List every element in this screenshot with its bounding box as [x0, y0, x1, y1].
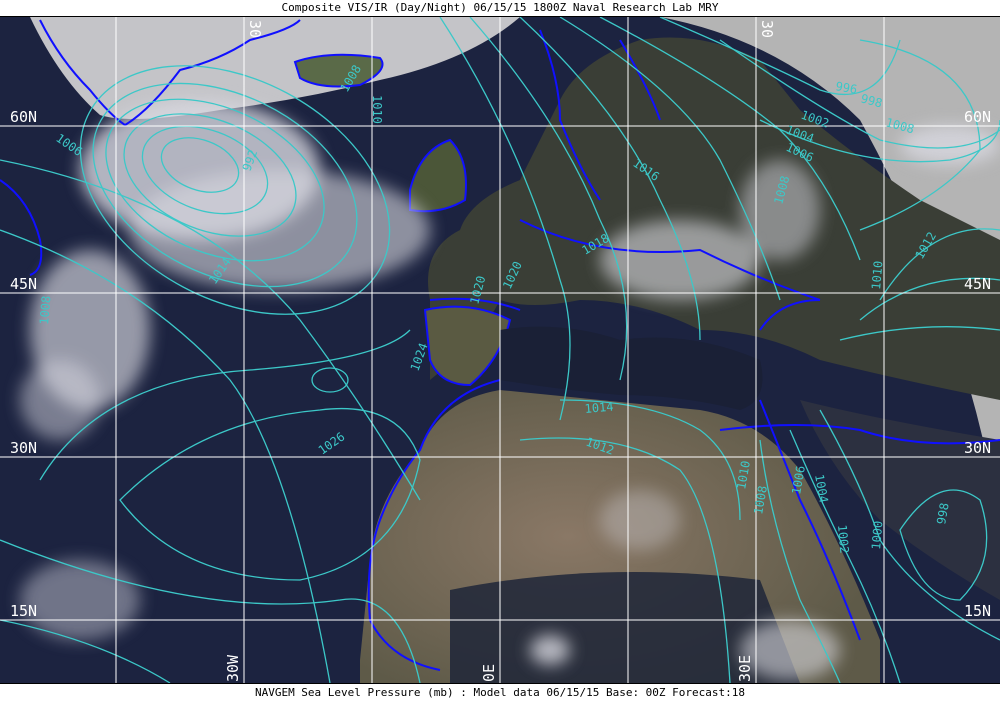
coastlines [0, 19, 1000, 671]
lat-label-15n-left: 15N [10, 602, 37, 620]
iceland [293, 53, 384, 88]
lon-label-top-30e: 30 [758, 20, 776, 38]
contour-label: 1010 [734, 460, 753, 491]
lat-label-45n-right: 45N [964, 275, 991, 293]
image-caption: NAVGEM Sea Level Pressure (mb) : Model d… [0, 683, 1000, 701]
mediterranean-sea [500, 326, 763, 410]
lon-label-top-30w: 30 [246, 20, 264, 38]
lon-label-30w: 30W [224, 654, 242, 682]
graticule [0, 17, 1000, 683]
lat-label-30n-right: 30N [964, 439, 991, 457]
contour-label: 996 [834, 79, 858, 97]
lon-label-0e: 0E [480, 664, 498, 682]
contour-label: 998 [859, 91, 884, 110]
contour-label: 1004 [812, 473, 831, 504]
lat-label-45n-left: 45N [10, 275, 37, 293]
lat-label-60n-left: 60N [10, 108, 37, 126]
contour-label: 1010 [869, 260, 885, 290]
contour-label: 1010 [370, 95, 384, 124]
lat-label-60n-right: 60N [964, 108, 991, 126]
contour-label: 998 [934, 502, 952, 526]
british-isles [409, 138, 467, 213]
contour-label: 1008 [751, 485, 770, 516]
lon-label-30e: 30E [736, 655, 754, 682]
contour-label: 992 [240, 148, 261, 173]
contour-label: 1014 [584, 400, 614, 416]
greenland [30, 17, 520, 119]
arabia [800, 400, 1000, 600]
europe-land [428, 37, 1000, 400]
contour-label: 1008 [37, 295, 53, 325]
lat-label-15n-right: 15N [964, 602, 991, 620]
lat-label-30n-left: 30N [10, 439, 37, 457]
contour-label: 1000 [869, 520, 885, 550]
contour-label: 1002 [835, 524, 851, 554]
image-title: Composite VIS/IR (Day/Night) 06/15/15 18… [0, 0, 1000, 17]
pressure-contours [0, 17, 1000, 683]
iberia [423, 305, 512, 387]
contour-label: 1006 [789, 465, 808, 496]
satellite-map: 60N 45N 30N 15N 60N 45N 30N 15N 30W 0E 3… [0, 17, 1000, 683]
